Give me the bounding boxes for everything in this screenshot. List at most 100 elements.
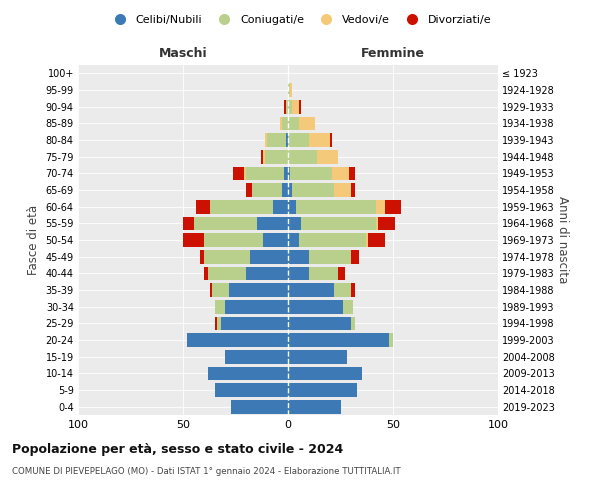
- Bar: [260, 150, 263, 164]
- Bar: [330, 133, 332, 147]
- Bar: [288, 133, 309, 147]
- Bar: [292, 183, 334, 197]
- Bar: [215, 300, 225, 314]
- Bar: [282, 116, 288, 130]
- Bar: [366, 233, 368, 247]
- Bar: [299, 233, 366, 247]
- Bar: [257, 216, 288, 230]
- Bar: [252, 183, 282, 197]
- Bar: [385, 200, 401, 213]
- Bar: [212, 283, 229, 297]
- Bar: [288, 233, 299, 247]
- Bar: [389, 333, 393, 347]
- Bar: [288, 83, 290, 97]
- Text: Popolazione per età, sesso e stato civile - 2024: Popolazione per età, sesso e stato civil…: [12, 442, 343, 456]
- Bar: [288, 266, 309, 280]
- Bar: [309, 133, 330, 147]
- Bar: [208, 366, 288, 380]
- Bar: [183, 216, 193, 230]
- Bar: [288, 366, 361, 380]
- Bar: [288, 250, 309, 264]
- Bar: [301, 216, 376, 230]
- Bar: [299, 100, 301, 114]
- Bar: [193, 216, 257, 230]
- Bar: [296, 200, 376, 213]
- Bar: [351, 283, 355, 297]
- Bar: [288, 100, 292, 114]
- Bar: [334, 183, 351, 197]
- Text: Femmine: Femmine: [361, 47, 425, 60]
- Bar: [280, 116, 282, 130]
- Bar: [376, 216, 379, 230]
- Bar: [334, 283, 351, 297]
- Bar: [351, 316, 355, 330]
- Bar: [379, 216, 395, 230]
- Bar: [282, 183, 288, 197]
- Bar: [290, 83, 292, 97]
- Bar: [286, 133, 288, 147]
- Y-axis label: Anni di nascita: Anni di nascita: [556, 196, 569, 284]
- Bar: [309, 250, 351, 264]
- Bar: [288, 166, 290, 180]
- Bar: [309, 266, 338, 280]
- Bar: [246, 183, 252, 197]
- Bar: [204, 250, 250, 264]
- Bar: [376, 200, 385, 213]
- Bar: [332, 166, 349, 180]
- Bar: [288, 400, 341, 413]
- Bar: [288, 316, 351, 330]
- Bar: [267, 133, 286, 147]
- Bar: [343, 300, 353, 314]
- Bar: [274, 200, 288, 213]
- Bar: [286, 100, 288, 114]
- Bar: [265, 150, 288, 164]
- Bar: [288, 350, 347, 364]
- Bar: [215, 316, 217, 330]
- Bar: [225, 350, 288, 364]
- Bar: [204, 266, 208, 280]
- Bar: [265, 133, 267, 147]
- Bar: [368, 233, 385, 247]
- Text: COMUNE DI PIEVEPELAGO (MO) - Dati ISTAT 1° gennaio 2024 - Elaborazione TUTTITALI: COMUNE DI PIEVEPELAGO (MO) - Dati ISTAT …: [12, 468, 401, 476]
- Bar: [288, 183, 292, 197]
- Bar: [288, 200, 296, 213]
- Bar: [288, 116, 299, 130]
- Bar: [250, 250, 288, 264]
- Y-axis label: Fasce di età: Fasce di età: [27, 205, 40, 275]
- Text: Maschi: Maschi: [158, 47, 208, 60]
- Bar: [246, 166, 284, 180]
- Bar: [317, 150, 338, 164]
- Bar: [196, 200, 210, 213]
- Bar: [288, 383, 358, 397]
- Bar: [288, 283, 334, 297]
- Bar: [246, 266, 288, 280]
- Bar: [200, 250, 204, 264]
- Bar: [187, 333, 288, 347]
- Bar: [349, 166, 355, 180]
- Bar: [217, 316, 221, 330]
- Bar: [299, 116, 316, 130]
- Bar: [351, 183, 355, 197]
- Bar: [221, 316, 288, 330]
- Bar: [244, 166, 246, 180]
- Bar: [229, 283, 288, 297]
- Bar: [263, 233, 288, 247]
- Bar: [204, 233, 263, 247]
- Bar: [211, 200, 274, 213]
- Bar: [225, 300, 288, 314]
- Bar: [288, 150, 317, 164]
- Bar: [290, 166, 332, 180]
- Bar: [288, 333, 389, 347]
- Bar: [338, 266, 345, 280]
- Bar: [284, 100, 286, 114]
- Bar: [288, 216, 301, 230]
- Bar: [233, 166, 244, 180]
- Bar: [263, 150, 265, 164]
- Bar: [210, 283, 212, 297]
- Legend: Celibi/Nubili, Coniugati/e, Vedovi/e, Divorziati/e: Celibi/Nubili, Coniugati/e, Vedovi/e, Di…: [104, 10, 496, 29]
- Bar: [183, 233, 204, 247]
- Bar: [215, 383, 288, 397]
- Bar: [288, 300, 343, 314]
- Bar: [284, 166, 288, 180]
- Bar: [292, 100, 299, 114]
